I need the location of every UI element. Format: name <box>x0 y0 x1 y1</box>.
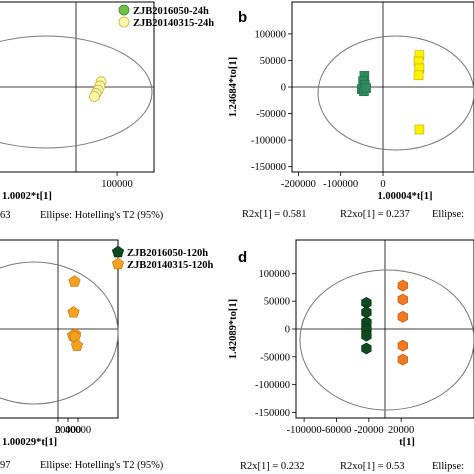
footer-stat: R2x[1] = 0.232 <box>240 461 305 472</box>
data-point <box>397 339 408 352</box>
y-tick-label: 0 <box>281 83 286 94</box>
series-1 <box>66 275 84 351</box>
legend-marker <box>111 257 125 270</box>
data-point <box>68 275 81 287</box>
legend-marker <box>118 4 130 16</box>
hotelling-ellipse <box>299 269 474 411</box>
x-tick-label: 0 <box>380 179 385 190</box>
data-point <box>397 293 408 306</box>
data-point <box>397 310 408 323</box>
series-2 <box>397 279 408 366</box>
footer-stat: R2x[1] = 0.581 <box>242 209 307 220</box>
y-axis-label: 1.24684*to[1] <box>228 57 239 117</box>
data-point <box>67 305 80 318</box>
y-tick-label: -150000 <box>255 408 290 419</box>
legend-marker <box>118 16 130 28</box>
hotelling-ellipse <box>0 261 119 405</box>
footer-stat: Ellipse: Hotelling's T2 (95%) <box>40 210 164 221</box>
x-axis-label: 1.00029*t[1] <box>2 437 57 448</box>
y-axis-label: 1.42089*to[1] <box>228 299 239 359</box>
x-tick-label: -100000 <box>287 425 322 436</box>
footer-stat: 63 <box>0 210 11 221</box>
data-point <box>414 124 425 135</box>
footer-stat: R2xo[1] = 0.53 <box>340 461 405 472</box>
x-tick-label: 20000 <box>55 425 81 436</box>
legend-marker <box>111 245 125 258</box>
x-axis-label: t[1] <box>399 437 415 448</box>
footer-stat: R2xo[1] = 0.237 <box>340 209 410 220</box>
data-point <box>413 70 424 81</box>
y-tick-label: 100000 <box>259 269 291 280</box>
y-tick-label: 50000 <box>260 56 286 67</box>
data-point <box>397 353 408 366</box>
data-point <box>361 329 372 342</box>
footer-stat: Ellipse: <box>432 209 464 220</box>
series-1 <box>89 76 107 102</box>
data-point <box>89 91 100 102</box>
chart-panel-4: -100000 -60000 -20000 20000100000500000-500… <box>228 239 474 472</box>
x-axis-label: 1.0002*t[1] <box>2 191 52 202</box>
data-point <box>397 279 408 292</box>
data-point <box>361 342 372 355</box>
y-tick-label: -150000 <box>251 162 286 173</box>
hotelling-ellipse <box>0 35 153 149</box>
x-axis-label: 1.00004*t[1] <box>377 191 432 202</box>
x-tick-label: 0 <box>55 425 60 436</box>
hotelling-ellipse <box>317 35 474 151</box>
x-tick-label: -200000 <box>281 179 316 190</box>
y-tick-label: 50000 <box>264 297 290 308</box>
data-point <box>361 83 371 93</box>
panel-label: b <box>238 9 247 26</box>
chart-panel-1: 100000 1.0002*t[1] ZJB2016050-24hZJB201403… <box>0 1 214 221</box>
y-tick-label: -50000 <box>260 352 290 363</box>
data-point <box>70 339 84 351</box>
x-tick-label: -100000 <box>323 179 358 190</box>
chart-panel-2: -200000 -100000 0 100000 50000 0 -50000 -100000… <box>228 1 474 220</box>
y-tick-label: -100000 <box>255 380 290 391</box>
footer-stat: Ellipse: Hotelling's T2 (95%) <box>40 460 164 471</box>
legend-label: ZJB2016050-24h <box>133 6 209 17</box>
x-tick-label: 20000 <box>388 425 414 436</box>
x-tick-label: -60000 <box>322 425 352 436</box>
footer-stat: 97 <box>0 460 11 471</box>
y-tick-label: 0 <box>285 325 290 336</box>
y-tick-label: 100000 <box>255 29 287 40</box>
y-tick-label: -100000 <box>251 136 286 147</box>
series-2 <box>413 50 425 135</box>
legend-label: ZJB2016050-120h <box>127 248 208 259</box>
x-tick-label: 40000 <box>65 425 91 436</box>
footer-stat: Ellipse: <box>432 461 464 472</box>
legend-label: ZJB20140315-24h <box>133 18 214 29</box>
panel-label: d <box>238 249 247 266</box>
series-1 <box>361 296 372 355</box>
legend-label: ZJB20140315-120h <box>127 260 214 271</box>
x-tick-label: 100000 <box>101 179 133 190</box>
y-tick-label: -50000 <box>256 109 286 120</box>
data-point <box>361 306 372 319</box>
x-tick-label: -20000 <box>354 425 384 436</box>
series-1 <box>357 71 371 97</box>
